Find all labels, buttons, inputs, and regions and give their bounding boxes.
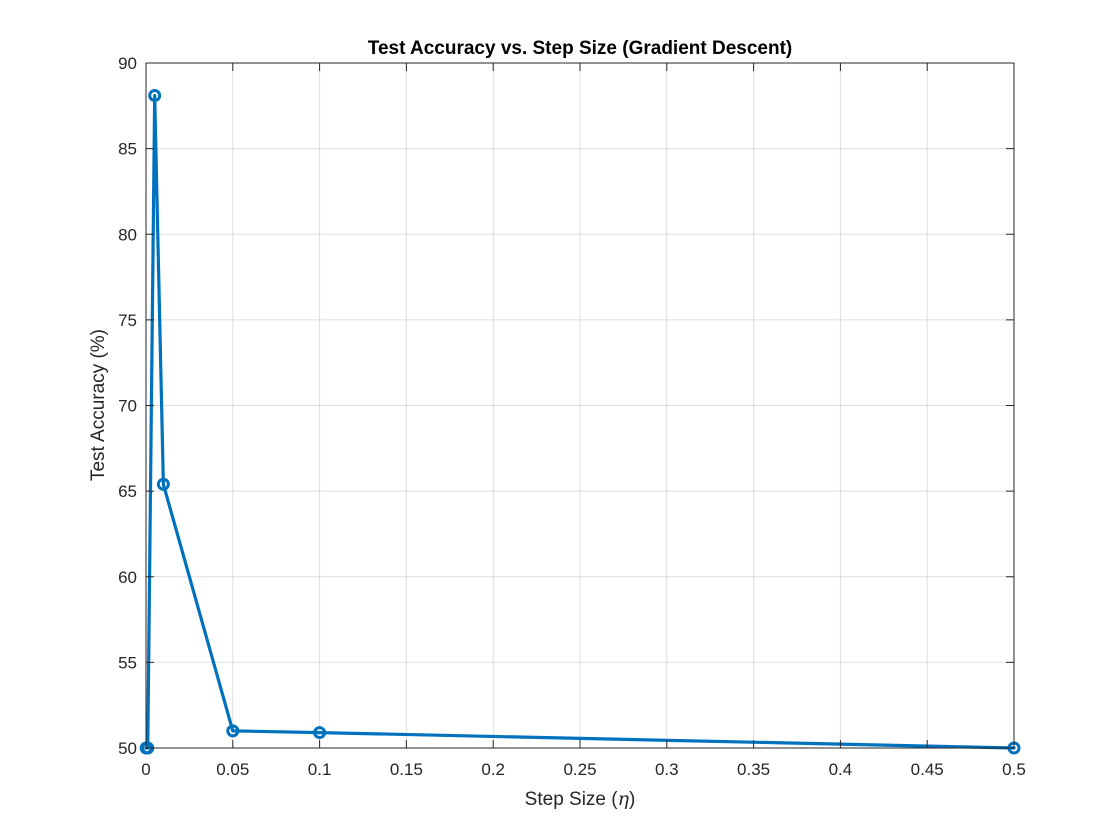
y-tick-label: 70 [118, 397, 137, 416]
data-point [148, 89, 162, 103]
y-tick-label: 55 [118, 653, 137, 672]
x-tick-label: 0.35 [737, 760, 770, 779]
x-tick-label: 0.25 [563, 760, 596, 779]
x-tick-label: 0 [141, 760, 150, 779]
x-tick-label: 0.15 [390, 760, 423, 779]
x-tick-label: 0.05 [216, 760, 249, 779]
y-tick-label: 50 [118, 739, 137, 758]
data-point [226, 724, 240, 738]
y-tick-label: 60 [118, 568, 137, 587]
plot-background [146, 63, 1014, 748]
chart-title: Test Accuracy vs. Step Size (Gradient De… [368, 38, 793, 59]
x-tick-label: 0.4 [829, 760, 853, 779]
y-tick-label: 80 [118, 225, 137, 244]
axis-ticks: 0 0.05 0.1 0.15 0.2 0.25 0.3 0.35 0.4 0.45 0.5 50 55… [118, 54, 1026, 779]
y-tick-label: 90 [118, 54, 137, 73]
x-tick-label: 0.3 [655, 760, 679, 779]
x-tick-label: 0.2 [481, 760, 505, 779]
y-tick-label: 85 [118, 140, 137, 159]
x-tick-label: 0.45 [911, 760, 944, 779]
y-axis-label: Test Accuracy (%) [88, 329, 109, 481]
x-tick-label: 0.1 [308, 760, 332, 779]
data-point [313, 726, 327, 740]
y-tick-label: 75 [118, 311, 137, 330]
y-tick-label: 65 [118, 482, 137, 501]
data-point [156, 477, 170, 491]
x-axis-label: Step Size (η) [525, 788, 636, 810]
x-tick-label: 0.5 [1002, 760, 1026, 779]
